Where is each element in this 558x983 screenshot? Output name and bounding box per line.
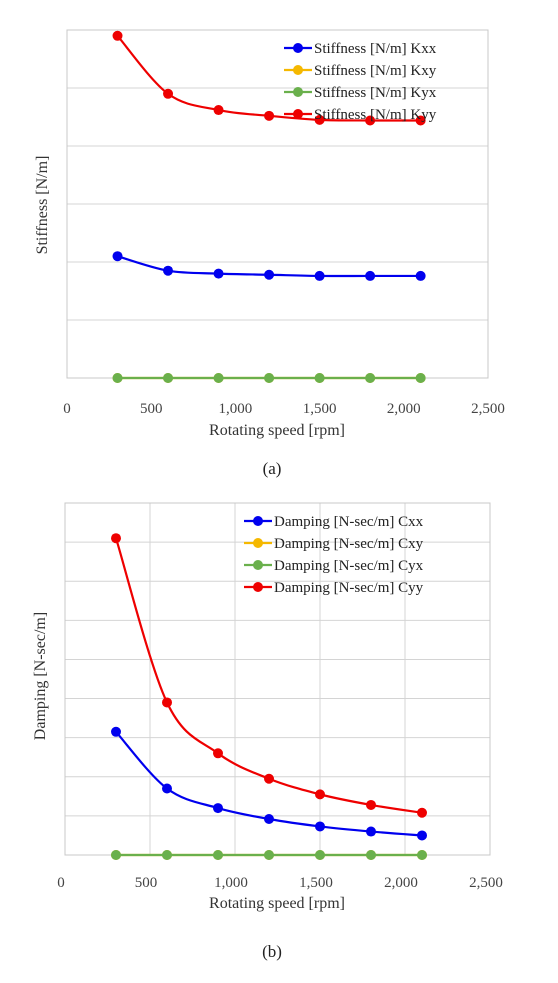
x-tick-label: 1,500 bbox=[299, 875, 333, 891]
legend-swatch-marker bbox=[293, 87, 303, 97]
data-point bbox=[111, 850, 121, 860]
data-point bbox=[264, 269, 275, 280]
data-point bbox=[315, 789, 325, 800]
x-tick-label: 1,000 bbox=[214, 875, 248, 891]
data-point bbox=[264, 814, 274, 825]
legend: Damping [N-sec/m] Cxx Damping [N-sec/m] C… bbox=[244, 514, 424, 596]
data-point bbox=[415, 270, 426, 281]
x-tick-label: 1,000 bbox=[219, 401, 253, 417]
data-point bbox=[213, 803, 223, 814]
legend-label: Damping [N-sec/m] Cyx bbox=[274, 558, 424, 574]
legend-label: Stiffness [N/m] Kxx bbox=[314, 41, 437, 57]
figure-caption: (a) bbox=[263, 459, 282, 478]
series-kyx bbox=[112, 373, 426, 383]
legend-entry: Damping [N-sec/m] Cxy bbox=[244, 536, 424, 552]
data-point bbox=[163, 373, 174, 383]
data-point bbox=[213, 748, 223, 759]
x-tick-label: 2,000 bbox=[384, 875, 418, 891]
legend-label: Damping [N-sec/m] Cxy bbox=[274, 536, 424, 552]
legend-label: Stiffness [N/m] Kyx bbox=[314, 85, 437, 101]
data-point bbox=[112, 30, 123, 41]
data-point bbox=[314, 373, 325, 383]
legend-entry: Stiffness [N/m] Kxx bbox=[284, 41, 437, 57]
data-point bbox=[163, 265, 174, 276]
x-tick-label: 2,500 bbox=[469, 875, 503, 891]
x-axis-label: Rotating speed [rpm] bbox=[209, 895, 345, 912]
data-point bbox=[365, 373, 376, 383]
data-point bbox=[315, 821, 325, 832]
legend-swatch-marker bbox=[253, 582, 263, 592]
data-point bbox=[417, 807, 427, 818]
x-tick-label: 2,500 bbox=[471, 401, 505, 417]
legend-swatch-marker bbox=[253, 560, 263, 570]
x-tick-labels: 0 500 1,000 1,500 2,000 2,500 bbox=[63, 401, 505, 417]
series-kyy bbox=[112, 30, 426, 126]
data-point bbox=[111, 533, 121, 544]
x-tick-labels: 0 500 1,000 1,500 2,000 2,500 bbox=[57, 875, 503, 891]
data-point bbox=[314, 114, 325, 125]
chart-b: 0 500 1,000 1,500 2,000 2,500 Rotating speed [… bbox=[32, 502, 503, 961]
legend-swatch-marker bbox=[253, 516, 263, 526]
data-point bbox=[415, 373, 426, 383]
legend-entry: Stiffness [N/m] Kyy bbox=[284, 107, 437, 123]
data-point bbox=[366, 850, 376, 860]
x-tick-label: 500 bbox=[135, 875, 158, 891]
data-point bbox=[315, 850, 325, 860]
data-point bbox=[111, 726, 121, 737]
x-tick-label: 2,000 bbox=[387, 401, 421, 417]
legend-swatch-marker bbox=[253, 538, 263, 548]
legend-label: Damping [N-sec/m] Cxx bbox=[274, 514, 424, 530]
gridlines bbox=[65, 502, 491, 855]
data-point bbox=[213, 850, 223, 860]
plot-frame bbox=[64, 502, 491, 856]
legend: Stiffness [N/m] Kxx Stiffness [N/m] Kxy St… bbox=[284, 41, 437, 123]
legend-swatch-marker bbox=[293, 43, 303, 53]
data-point bbox=[163, 88, 174, 99]
legend-label: Stiffness [N/m] Kxy bbox=[314, 63, 437, 79]
series-cxx bbox=[111, 726, 427, 841]
data-point bbox=[415, 115, 426, 126]
legend-entry: Damping [N-sec/m] Cxx bbox=[244, 514, 424, 530]
y-axis-label: Damping [N-sec/m] bbox=[32, 612, 49, 740]
legend-entry: Stiffness [N/m] Kxy bbox=[284, 63, 437, 79]
legend-swatch-marker bbox=[293, 109, 303, 119]
data-point bbox=[264, 773, 274, 784]
data-point bbox=[417, 830, 427, 841]
data-point bbox=[213, 373, 224, 383]
data-point bbox=[213, 268, 224, 279]
data-point bbox=[365, 115, 376, 126]
x-tick-label: 0 bbox=[57, 875, 65, 891]
legend-swatch-marker bbox=[293, 65, 303, 75]
data-point bbox=[213, 105, 224, 116]
legend-entry: Stiffness [N/m] Kyx bbox=[284, 85, 437, 101]
x-tick-label: 500 bbox=[140, 401, 163, 417]
data-point bbox=[264, 850, 274, 860]
y-axis-label: Stiffness [N/m] bbox=[34, 156, 51, 255]
data-point bbox=[366, 826, 376, 837]
chart-a: 0 500 1,000 1,500 2,000 2,500 Rotating speed [… bbox=[34, 29, 505, 478]
data-point bbox=[112, 373, 123, 383]
data-point bbox=[264, 110, 275, 121]
data-point bbox=[162, 850, 172, 860]
data-point bbox=[365, 270, 376, 281]
data-point bbox=[264, 373, 275, 383]
data-point bbox=[162, 697, 172, 708]
data-point bbox=[417, 850, 427, 860]
x-tick-label: 0 bbox=[63, 401, 71, 417]
figure-caption: (b) bbox=[262, 942, 282, 961]
series-cyy bbox=[111, 533, 427, 818]
data-point bbox=[366, 799, 376, 810]
legend-entry: Damping [N-sec/m] Cyx bbox=[244, 558, 424, 574]
series-cyx bbox=[111, 850, 427, 860]
data-point bbox=[162, 783, 172, 794]
x-axis-label: Rotating speed [rpm] bbox=[209, 422, 345, 439]
legend-label: Stiffness [N/m] Kyy bbox=[314, 107, 437, 123]
legend-label: Damping [N-sec/m] Cyy bbox=[274, 580, 424, 596]
x-tick-label: 1,500 bbox=[303, 401, 337, 417]
series-kxx bbox=[112, 251, 426, 281]
data-point bbox=[112, 251, 123, 262]
legend-entry: Damping [N-sec/m] Cyy bbox=[244, 580, 424, 596]
data-point bbox=[314, 270, 325, 281]
